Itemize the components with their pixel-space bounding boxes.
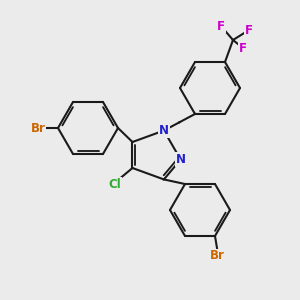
Text: F: F [245, 23, 253, 37]
Text: Br: Br [31, 122, 45, 134]
Text: N: N [176, 153, 186, 166]
Text: Cl: Cl [108, 178, 121, 190]
Text: N: N [159, 124, 169, 137]
Text: F: F [217, 20, 225, 32]
Text: F: F [239, 41, 247, 55]
Text: Br: Br [210, 250, 224, 262]
